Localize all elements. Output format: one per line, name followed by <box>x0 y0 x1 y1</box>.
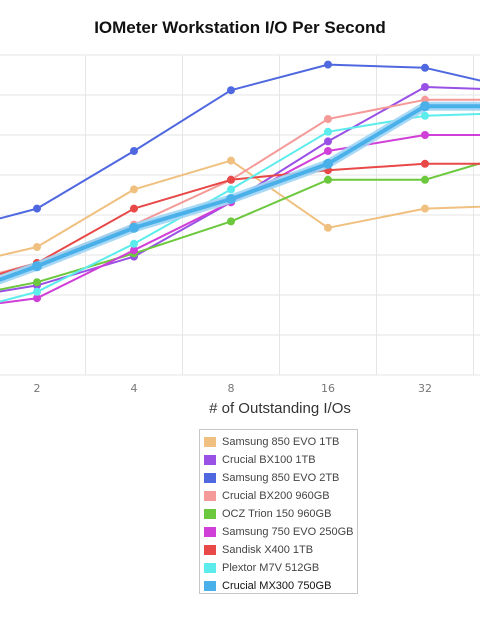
data-point <box>421 131 429 139</box>
legend-label: Crucial MX300 750GB <box>222 580 332 592</box>
series-samsung-850-evo-1tb <box>0 156 480 257</box>
series-line <box>0 63 480 220</box>
data-point <box>324 127 332 136</box>
data-point <box>227 156 235 165</box>
x-tick-label: 32 <box>418 382 432 395</box>
x-tick-label: 8 <box>228 382 235 395</box>
legend-swatch <box>204 581 216 591</box>
data-point <box>324 147 332 155</box>
legend-item[interactable]: Samsung 750 EVO 250GB <box>204 523 357 541</box>
data-point <box>421 111 429 120</box>
legend-label: Plextor M7V 512GB <box>222 562 320 574</box>
series-samsung-850-evo-2tb <box>0 60 480 220</box>
chart-title: IOMeter Workstation I/O Per Second <box>94 18 386 37</box>
legend-label: Crucial BX200 960GB <box>222 490 330 502</box>
legend-swatch <box>204 491 216 501</box>
legend-label: Crucial BX100 1TB <box>222 454 316 466</box>
data-point <box>33 287 41 296</box>
x-tick-label: 2 <box>34 382 41 395</box>
legend: Samsung 850 EVO 1TB Crucial BX100 1TB Sams… <box>199 429 358 594</box>
legend-label: Samsung 850 EVO 1TB <box>222 436 340 448</box>
data-point <box>129 222 139 233</box>
legend-item[interactable]: Plextor M7V 512GB <box>204 559 357 577</box>
x-axis: 2 4 8 16 32 <box>34 382 433 395</box>
data-point <box>421 175 429 184</box>
data-point <box>227 217 235 226</box>
data-point <box>421 159 429 168</box>
legend-swatch <box>204 545 216 555</box>
data-point <box>130 239 138 248</box>
series-line <box>0 134 480 305</box>
series-lines <box>0 60 480 305</box>
data-point <box>420 101 430 112</box>
legend-swatch <box>204 527 216 537</box>
x-tick-label: 4 <box>131 382 138 395</box>
data-point <box>130 147 138 155</box>
data-point <box>227 185 235 194</box>
legend-item[interactable]: Samsung 850 EVO 2TB <box>204 469 357 487</box>
data-point <box>421 83 429 91</box>
legend-item[interactable]: Crucial BX200 960GB <box>204 487 357 505</box>
data-point <box>227 175 235 184</box>
data-point <box>323 158 333 169</box>
data-point <box>421 204 429 213</box>
legend-item[interactable]: Crucial MX300 750GB <box>204 577 357 595</box>
legend-swatch <box>204 455 216 465</box>
series-plextor-m7v-512gb <box>0 111 480 303</box>
data-point <box>324 223 332 232</box>
data-point <box>130 185 138 194</box>
data-point <box>130 204 138 213</box>
legend-label: Sandisk X400 1TB <box>222 544 314 556</box>
legend-item[interactable]: OCZ Trion 150 960GB <box>204 505 357 523</box>
legend-label: Samsung 750 EVO 250GB <box>222 526 354 538</box>
legend-swatch <box>204 437 216 447</box>
data-point <box>421 63 429 72</box>
data-point <box>324 115 332 123</box>
legend-item[interactable]: Samsung 850 EVO 1TB <box>204 433 357 451</box>
data-point <box>33 243 41 251</box>
data-point <box>32 261 42 272</box>
legend-item[interactable]: Crucial BX100 1TB <box>204 451 357 469</box>
data-point <box>226 194 236 204</box>
data-point <box>324 137 332 146</box>
series-samsung-750-evo-250gb <box>0 131 480 305</box>
data-point <box>130 246 138 255</box>
plot-area: 2 4 8 16 32 <box>0 54 480 395</box>
data-point <box>33 294 41 303</box>
data-point <box>324 60 332 69</box>
legend-label: OCZ Trion 150 960GB <box>222 508 332 520</box>
data-point <box>33 204 41 213</box>
data-point <box>33 278 41 287</box>
legend-swatch <box>204 473 216 483</box>
data-point <box>324 175 332 184</box>
series-crucial-mx300-750gb <box>0 101 480 285</box>
x-tick-label: 16 <box>321 382 335 395</box>
legend-label: Samsung 850 EVO 2TB <box>222 472 340 484</box>
legend-swatch <box>204 509 216 519</box>
legend-item[interactable]: Sandisk X400 1TB <box>204 541 357 559</box>
legend-swatch <box>204 563 216 573</box>
x-axis-title: # of Outstanding I/Os <box>209 400 351 417</box>
data-point <box>227 86 235 95</box>
